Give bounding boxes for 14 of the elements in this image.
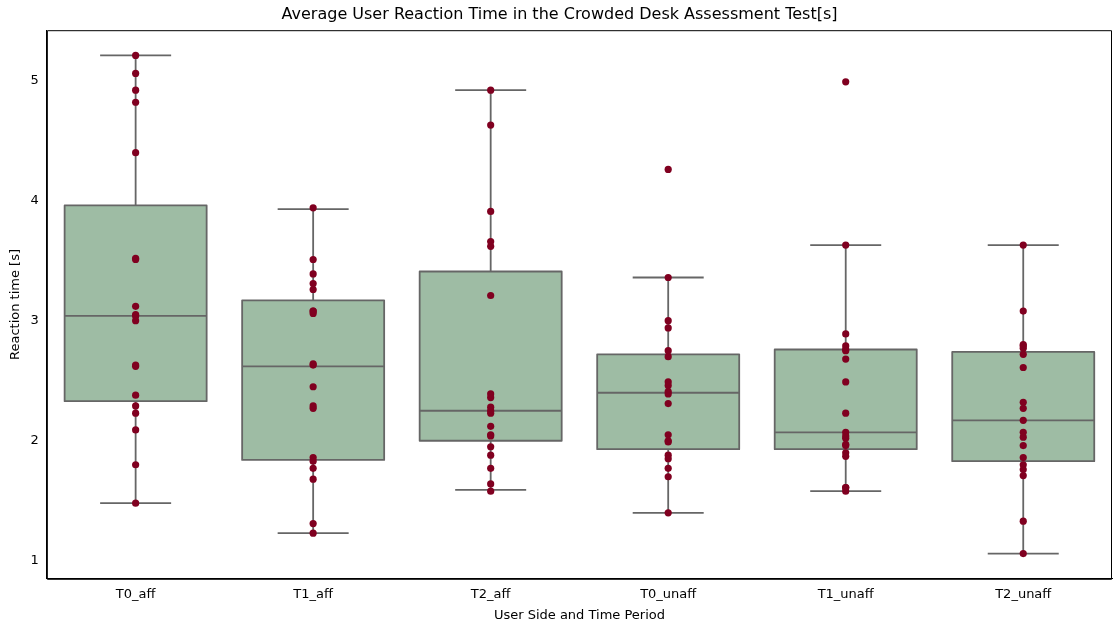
y-tick-label: 3 xyxy=(30,312,39,328)
y-tick-label: 5 xyxy=(30,71,39,87)
x-axis-title: User Side and Time Period xyxy=(493,606,665,622)
y-tick-label: 2 xyxy=(30,432,39,448)
x-tick-label: T2_unaff xyxy=(994,585,1053,601)
x-tick-label: T1_unaff xyxy=(816,585,875,601)
x-tick-label: T0_unaff xyxy=(639,585,698,601)
x-tick-label: T1_aff xyxy=(292,585,335,601)
x-tick-label: T0_aff xyxy=(114,585,157,601)
y-axis-title: Reaction time [s] xyxy=(7,248,23,361)
y-tick-label: 1 xyxy=(30,552,39,568)
y-tick-label: 4 xyxy=(30,192,39,208)
chart-title: Average User Reaction Time in the Crowded Desk Assessment Test[s] xyxy=(281,3,838,23)
x-tick-label: T2_aff xyxy=(469,585,512,601)
